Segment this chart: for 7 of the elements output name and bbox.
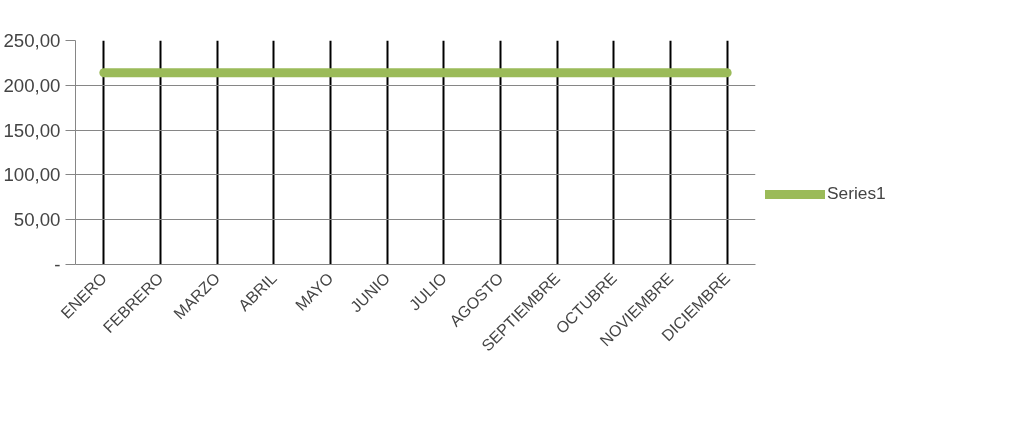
y-tick-label: 250,00 <box>3 30 61 51</box>
y-tick-label: 50,00 <box>13 209 61 231</box>
y-tick-label: 100,00 <box>3 164 61 186</box>
y-tick-label: - <box>54 254 61 275</box>
y-tick-label: 150,00 <box>3 119 61 141</box>
legend-label: Series1 <box>827 183 886 204</box>
y-tick-label: 200,00 <box>3 74 61 96</box>
